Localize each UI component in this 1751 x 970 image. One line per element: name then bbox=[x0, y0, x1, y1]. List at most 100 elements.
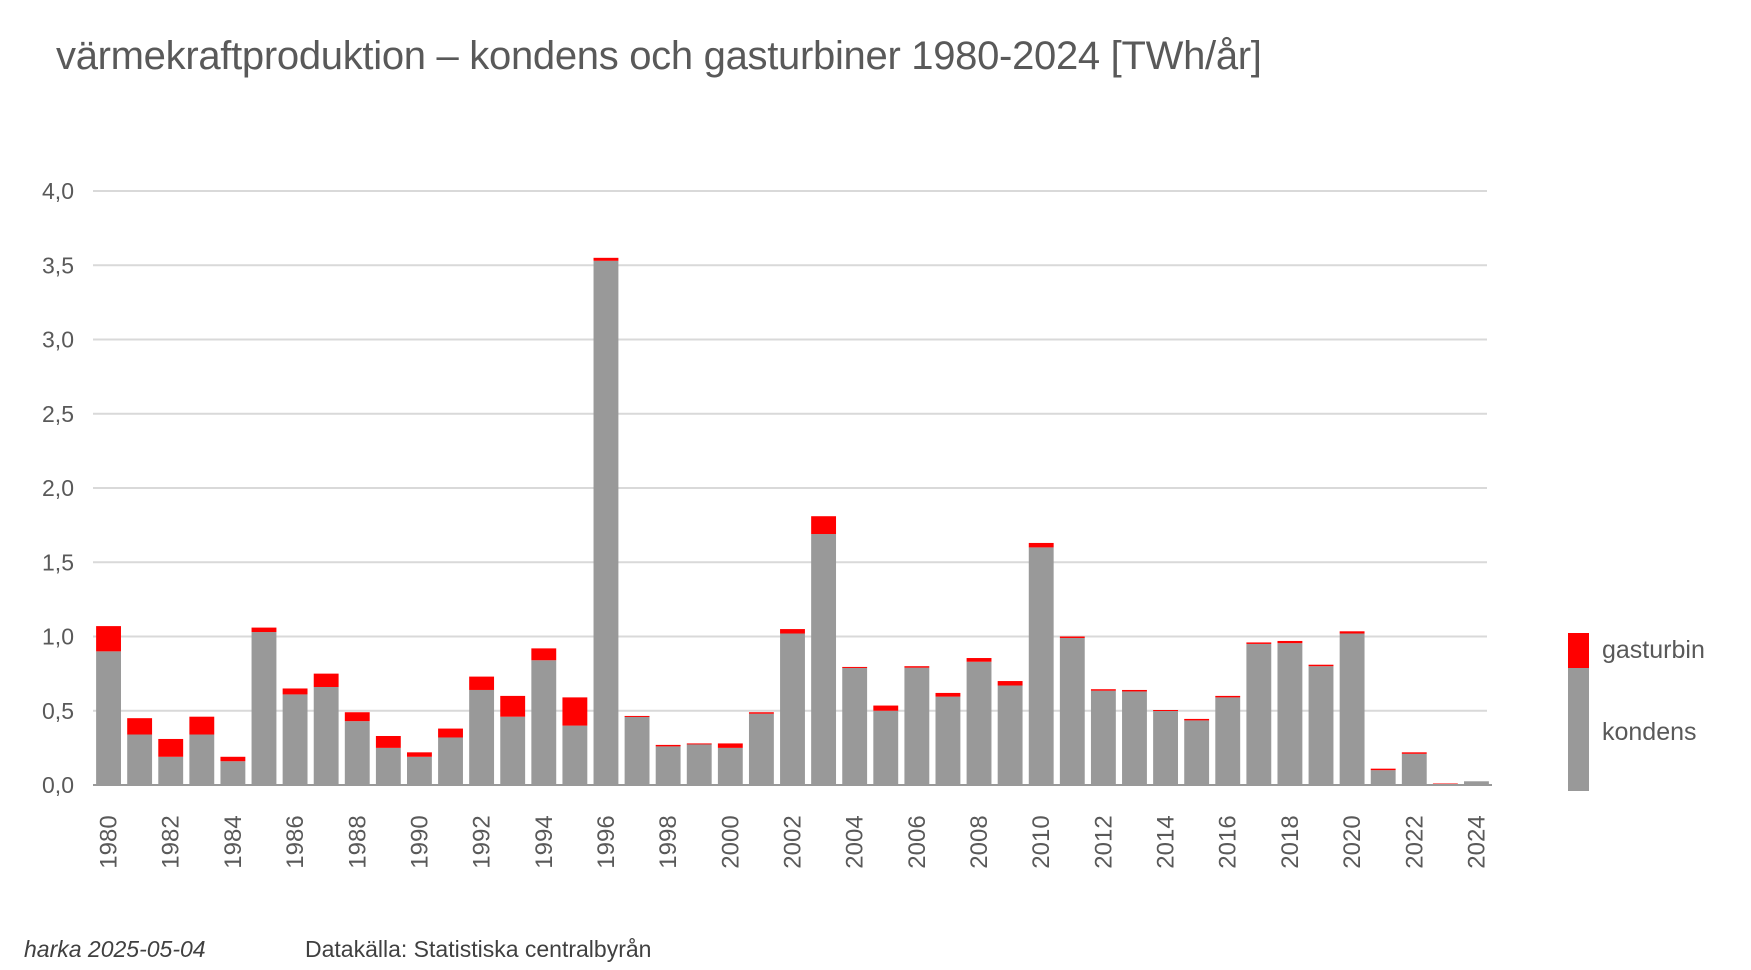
bar-kondens-1985 bbox=[251, 632, 277, 785]
x-tick-label: 2010 bbox=[1028, 815, 1055, 868]
bar-gasturbin-2010 bbox=[1028, 542, 1054, 548]
bar-kondens-2004 bbox=[842, 667, 868, 785]
bar-kondens-2013 bbox=[1122, 691, 1147, 785]
bar-gasturbin-2015 bbox=[1184, 718, 1210, 721]
bar-kondens-2007 bbox=[935, 696, 961, 785]
bar-gasturbin-2016 bbox=[1215, 695, 1241, 698]
bar-gasturbin-2002 bbox=[780, 629, 805, 634]
bar-gasturbin-2022 bbox=[1401, 752, 1427, 754]
bar-gasturbin-2011 bbox=[1059, 636, 1085, 638]
bar-gasturbin-2021 bbox=[1370, 768, 1396, 771]
bar-kondens-1996 bbox=[593, 260, 619, 785]
x-tick-label: 2000 bbox=[717, 815, 744, 868]
bar-gasturbin-2004 bbox=[842, 666, 868, 668]
bar-kondens-1997 bbox=[624, 716, 650, 785]
bar-gasturbin-1988 bbox=[344, 712, 370, 722]
bar-gasturbin-1999 bbox=[686, 743, 712, 745]
bar-gasturbin-1982 bbox=[158, 738, 184, 757]
bar-kondens-1998 bbox=[655, 746, 681, 785]
bar-kondens-2006 bbox=[904, 667, 930, 785]
y-tick-label: 3,0 bbox=[42, 327, 74, 353]
bar-kondens-1984 bbox=[220, 761, 246, 785]
x-tick-label: 1982 bbox=[158, 815, 185, 868]
bar-kondens-1988 bbox=[344, 721, 370, 785]
bar-gasturbin-1981 bbox=[127, 718, 153, 735]
y-tick-label: 1,0 bbox=[42, 624, 74, 650]
bar-gasturbin-2001 bbox=[748, 712, 774, 714]
bar-gasturbin-1995 bbox=[562, 697, 588, 726]
bar-kondens-2010 bbox=[1028, 547, 1054, 785]
x-tick-label: 2020 bbox=[1339, 815, 1366, 868]
x-tick-label: 1994 bbox=[531, 815, 558, 868]
bar-kondens-1999 bbox=[686, 744, 712, 785]
bars bbox=[96, 257, 1489, 786]
bar-kondens-2015 bbox=[1184, 720, 1210, 785]
bar-gasturbin-1996 bbox=[593, 257, 619, 261]
bar-kondens-1992 bbox=[469, 689, 495, 785]
x-tick-label: 1998 bbox=[655, 815, 682, 868]
bar-kondens-2020 bbox=[1339, 633, 1365, 785]
chart-title: värmekraftproduktion – kondens och gastu… bbox=[56, 34, 1262, 78]
bar-kondens-2002 bbox=[780, 633, 805, 785]
y-tick-label: 2,0 bbox=[42, 475, 74, 501]
bar-gasturbin-1991 bbox=[438, 728, 463, 738]
bar-gasturbin-1987 bbox=[313, 673, 339, 687]
bar-kondens-2012 bbox=[1090, 690, 1116, 785]
legend-swatch-kondens bbox=[1568, 668, 1589, 791]
bar-gasturbin-2006 bbox=[904, 666, 930, 668]
bar-gasturbin-2003 bbox=[811, 516, 837, 535]
bar-gasturbin-2008 bbox=[966, 658, 992, 662]
bar-gasturbin-2017 bbox=[1246, 642, 1272, 644]
bar-kondens-2021 bbox=[1370, 770, 1396, 785]
bar-kondens-1994 bbox=[531, 660, 557, 785]
bar-gasturbin-1993 bbox=[500, 695, 526, 717]
bar-kondens-2019 bbox=[1308, 666, 1334, 785]
x-tick-label: 1986 bbox=[282, 815, 309, 868]
bar-kondens-1995 bbox=[562, 725, 588, 785]
bar-kondens-1993 bbox=[500, 716, 526, 785]
bar-gasturbin-2014 bbox=[1153, 710, 1179, 712]
y-tick-label: 3,5 bbox=[42, 252, 74, 278]
x-tick-label: 2004 bbox=[842, 815, 869, 868]
x-tick-label: 2008 bbox=[966, 815, 993, 868]
bar-kondens-2003 bbox=[811, 534, 837, 785]
bar-kondens-1986 bbox=[282, 694, 308, 785]
bar-kondens-2011 bbox=[1059, 637, 1085, 785]
bar-kondens-2016 bbox=[1215, 697, 1241, 785]
x-tick-label: 2006 bbox=[904, 815, 931, 868]
bar-kondens-2017 bbox=[1246, 643, 1272, 785]
x-tick-label: 1980 bbox=[96, 815, 123, 868]
bar-gasturbin-2005 bbox=[873, 705, 899, 711]
bar-gasturbin-1983 bbox=[189, 716, 215, 735]
bar-gasturbin-2013 bbox=[1122, 689, 1147, 692]
bar-gasturbin-2000 bbox=[717, 743, 743, 748]
bar-kondens-2024 bbox=[1464, 781, 1489, 785]
bar-gasturbin-1980 bbox=[96, 626, 121, 652]
bar-gasturbin-1989 bbox=[375, 735, 401, 748]
bar-gasturbin-2012 bbox=[1090, 689, 1116, 691]
bar-kondens-2008 bbox=[966, 661, 992, 785]
bar-gasturbin-1984 bbox=[220, 756, 246, 762]
legend-swatch-gasturbin bbox=[1568, 633, 1589, 668]
x-tick-label: 1990 bbox=[406, 815, 433, 868]
x-tick-label: 2016 bbox=[1215, 815, 1242, 868]
x-tick-label: 1992 bbox=[469, 815, 496, 868]
legend-label-kondens: kondens bbox=[1602, 718, 1697, 746]
bar-kondens-1982 bbox=[158, 756, 184, 785]
bar-gasturbin-1985 bbox=[251, 627, 277, 633]
x-tick-label: 2024 bbox=[1463, 815, 1490, 868]
x-axis-ticks: 1980 1982 1984 1986 1988 1990 1992 1994 1996 1998… bbox=[96, 815, 1491, 868]
y-tick-label: 2,5 bbox=[42, 401, 74, 427]
bar-gasturbin-1994 bbox=[531, 648, 557, 661]
bar-kondens-1987 bbox=[313, 686, 339, 785]
bar-kondens-1990 bbox=[406, 756, 432, 785]
legend-label-gasturbin: gasturbin bbox=[1602, 636, 1705, 664]
x-tick-label: 1984 bbox=[220, 815, 247, 868]
bar-gasturbin-1992 bbox=[469, 676, 495, 690]
y-axis-ticks: 0,0 0,5 1,0 1,5 2,0 2,5 3,0 3,5 4,0 bbox=[42, 178, 74, 798]
y-tick-label: 0,0 bbox=[42, 772, 74, 798]
bar-gasturbin-1990 bbox=[406, 752, 432, 757]
legend: gasturbin kondens bbox=[1568, 633, 1705, 791]
bar-kondens-1991 bbox=[438, 737, 463, 785]
